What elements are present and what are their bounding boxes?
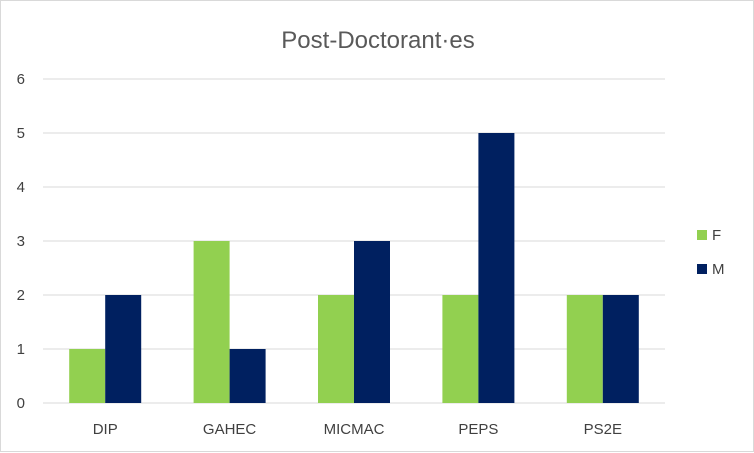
- bar-f-dip: [69, 349, 106, 403]
- x-tick-label: PEPS: [458, 421, 498, 438]
- y-tick-label: 2: [17, 287, 25, 304]
- bar-m-gahec: [229, 349, 266, 403]
- y-tick-label: 0: [17, 395, 25, 412]
- y-tick-label: 1: [17, 341, 25, 358]
- bar-f-peps: [442, 295, 479, 403]
- legend: FM: [697, 227, 725, 278]
- x-tick-label: GAHEC: [203, 421, 257, 438]
- y-tick-label: 3: [17, 233, 25, 250]
- bars: [69, 133, 639, 403]
- bar-f-gahec: [193, 241, 230, 403]
- y-tick-label: 5: [17, 125, 25, 142]
- y-tick-label: 4: [17, 179, 25, 196]
- x-tick-label: PS2E: [584, 421, 622, 438]
- bar-f-ps2e: [566, 295, 603, 403]
- bar-m-micmac: [354, 241, 390, 403]
- chart-title: Post-Doctorant·es: [281, 27, 474, 54]
- x-tick-label: MICMAC: [324, 421, 385, 438]
- bar-m-ps2e: [602, 295, 639, 403]
- legend-label-f: F: [712, 227, 721, 244]
- y-tick-label: 6: [17, 71, 25, 88]
- x-tick-label: DIP: [93, 421, 118, 438]
- bar-f-micmac: [318, 295, 354, 403]
- bar-m-peps: [478, 133, 515, 403]
- legend-label-m: M: [712, 261, 725, 278]
- y-axis: 0 1 2 3 4 5 6: [17, 71, 25, 412]
- bar-m-dip: [105, 295, 142, 403]
- legend-swatch-m: [697, 264, 707, 274]
- legend-swatch-f: [697, 230, 707, 240]
- x-axis: DIP GAHEC MICMAC PEPS PS2E: [93, 421, 622, 438]
